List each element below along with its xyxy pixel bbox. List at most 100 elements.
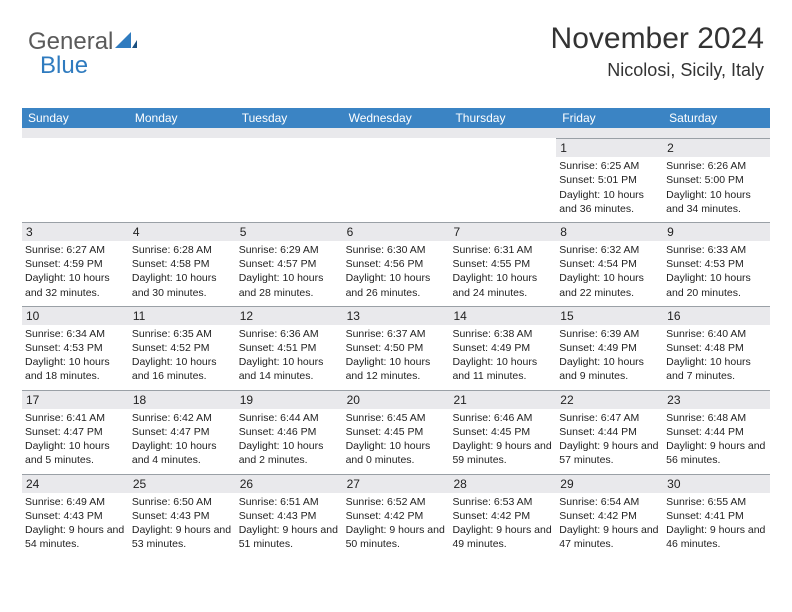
day-number: 5: [236, 223, 343, 241]
sunset-text: Sunset: 4:53 PM: [666, 257, 767, 271]
sunrise-text: Sunrise: 6:31 AM: [452, 243, 553, 257]
day-info: Sunrise: 6:48 AMSunset: 4:44 PMDaylight:…: [666, 411, 767, 468]
daylight-text: Daylight: 9 hours and 54 minutes.: [25, 523, 126, 551]
day-cell: 9Sunrise: 6:33 AMSunset: 4:53 PMDaylight…: [663, 222, 770, 306]
sunset-text: Sunset: 5:00 PM: [666, 173, 767, 187]
day-number: 10: [22, 307, 129, 325]
sunset-text: Sunset: 4:48 PM: [666, 341, 767, 355]
sunset-text: Sunset: 4:49 PM: [452, 341, 553, 355]
day-cell: 6Sunrise: 6:30 AMSunset: 4:56 PMDaylight…: [343, 222, 450, 306]
day-info: Sunrise: 6:39 AMSunset: 4:49 PMDaylight:…: [559, 327, 660, 384]
day-info: Sunrise: 6:53 AMSunset: 4:42 PMDaylight:…: [452, 495, 553, 552]
sunrise-text: Sunrise: 6:40 AM: [666, 327, 767, 341]
title-area: November 2024 Nicolosi, Sicily, Italy: [551, 22, 764, 81]
daylight-text: Daylight: 9 hours and 46 minutes.: [666, 523, 767, 551]
day-cell: 1Sunrise: 6:25 AMSunset: 5:01 PMDaylight…: [556, 138, 663, 222]
daylight-text: Daylight: 9 hours and 51 minutes.: [239, 523, 340, 551]
daylight-text: Daylight: 10 hours and 36 minutes.: [559, 188, 660, 216]
day-number: 29: [556, 475, 663, 493]
sunrise-text: Sunrise: 6:35 AM: [132, 327, 233, 341]
sunset-text: Sunset: 4:47 PM: [132, 425, 233, 439]
day-info: Sunrise: 6:40 AMSunset: 4:48 PMDaylight:…: [666, 327, 767, 384]
weekday-header-row: Sunday Monday Tuesday Wednesday Thursday…: [22, 108, 770, 128]
day-number: 7: [449, 223, 556, 241]
weekday-header: Tuesday: [236, 108, 343, 128]
daylight-text: Daylight: 10 hours and 16 minutes.: [132, 355, 233, 383]
day-cell: 26Sunrise: 6:51 AMSunset: 4:43 PMDayligh…: [236, 474, 343, 558]
sunrise-text: Sunrise: 6:42 AM: [132, 411, 233, 425]
day-info: Sunrise: 6:38 AMSunset: 4:49 PMDaylight:…: [452, 327, 553, 384]
daylight-text: Daylight: 10 hours and 0 minutes.: [346, 439, 447, 467]
day-cell: 30Sunrise: 6:55 AMSunset: 4:41 PMDayligh…: [663, 474, 770, 558]
sunset-text: Sunset: 4:49 PM: [559, 341, 660, 355]
day-cell: [22, 138, 129, 222]
day-info: Sunrise: 6:25 AMSunset: 5:01 PMDaylight:…: [559, 159, 660, 216]
daylight-text: Daylight: 10 hours and 9 minutes.: [559, 355, 660, 383]
daylight-text: Daylight: 10 hours and 32 minutes.: [25, 271, 126, 299]
day-info: Sunrise: 6:28 AMSunset: 4:58 PMDaylight:…: [132, 243, 233, 300]
sunrise-text: Sunrise: 6:45 AM: [346, 411, 447, 425]
sunset-text: Sunset: 4:44 PM: [559, 425, 660, 439]
sunrise-text: Sunrise: 6:26 AM: [666, 159, 767, 173]
header-spacer: [22, 128, 770, 138]
sunset-text: Sunset: 4:42 PM: [346, 509, 447, 523]
day-info: Sunrise: 6:51 AMSunset: 4:43 PMDaylight:…: [239, 495, 340, 552]
weekday-header: Wednesday: [343, 108, 450, 128]
day-info: Sunrise: 6:30 AMSunset: 4:56 PMDaylight:…: [346, 243, 447, 300]
sunrise-text: Sunrise: 6:54 AM: [559, 495, 660, 509]
sunset-text: Sunset: 4:51 PM: [239, 341, 340, 355]
sunrise-text: Sunrise: 6:53 AM: [452, 495, 553, 509]
daylight-text: Daylight: 10 hours and 2 minutes.: [239, 439, 340, 467]
daylight-text: Daylight: 10 hours and 28 minutes.: [239, 271, 340, 299]
sunrise-text: Sunrise: 6:25 AM: [559, 159, 660, 173]
day-info: Sunrise: 6:55 AMSunset: 4:41 PMDaylight:…: [666, 495, 767, 552]
sunrise-text: Sunrise: 6:50 AM: [132, 495, 233, 509]
weekday-header: Monday: [129, 108, 236, 128]
sunset-text: Sunset: 4:52 PM: [132, 341, 233, 355]
sunrise-text: Sunrise: 6:28 AM: [132, 243, 233, 257]
sunset-text: Sunset: 4:59 PM: [25, 257, 126, 271]
weekday-header: Sunday: [22, 108, 129, 128]
day-number: 13: [343, 307, 450, 325]
day-cell: 27Sunrise: 6:52 AMSunset: 4:42 PMDayligh…: [343, 474, 450, 558]
day-number: 16: [663, 307, 770, 325]
day-number: 8: [556, 223, 663, 241]
sunrise-text: Sunrise: 6:46 AM: [452, 411, 553, 425]
sunrise-text: Sunrise: 6:44 AM: [239, 411, 340, 425]
daylight-text: Daylight: 10 hours and 22 minutes.: [559, 271, 660, 299]
day-cell: 4Sunrise: 6:28 AMSunset: 4:58 PMDaylight…: [129, 222, 236, 306]
day-info: Sunrise: 6:29 AMSunset: 4:57 PMDaylight:…: [239, 243, 340, 300]
day-cell: 5 Sunrise: 6:29 AMSunset: 4:57 PMDaylight…: [236, 222, 343, 306]
sunset-text: Sunset: 4:44 PM: [666, 425, 767, 439]
day-cell: 7Sunrise: 6:31 AMSunset: 4:55 PMDaylight…: [449, 222, 556, 306]
sunrise-text: Sunrise: 6:47 AM: [559, 411, 660, 425]
day-cell: 20 Sunrise: 6:45 AMSunset: 4:45 PMDayligh…: [343, 390, 450, 474]
sunset-text: Sunset: 4:43 PM: [239, 509, 340, 523]
sunset-text: Sunset: 4:43 PM: [132, 509, 233, 523]
daylight-text: Daylight: 10 hours and 12 minutes.: [346, 355, 447, 383]
daylight-text: Daylight: 10 hours and 11 minutes.: [452, 355, 553, 383]
day-number: 17: [22, 391, 129, 409]
sunset-text: Sunset: 4:45 PM: [452, 425, 553, 439]
day-info: Sunrise: 6:52 AMSunset: 4:42 PMDaylight:…: [346, 495, 447, 552]
day-info: Sunrise: 6:33 AMSunset: 4:53 PMDaylight:…: [666, 243, 767, 300]
sunrise-text: Sunrise: 6:39 AM: [559, 327, 660, 341]
weekday-header: Friday: [556, 108, 663, 128]
day-info: Sunrise: 6:45 AMSunset: 4:45 PMDaylight:…: [346, 411, 447, 468]
sunset-text: Sunset: 4:57 PM: [239, 257, 340, 271]
day-info: Sunrise: 6:34 AMSunset: 4:53 PMDaylight:…: [25, 327, 126, 384]
sunset-text: Sunset: 4:56 PM: [346, 257, 447, 271]
day-cell: 23Sunrise: 6:48 AMSunset: 4:44 PMDayligh…: [663, 390, 770, 474]
sunset-text: Sunset: 4:55 PM: [452, 257, 553, 271]
week-row: 3Sunrise: 6:27 AMSunset: 4:59 PMDaylight…: [22, 222, 770, 306]
day-cell: 14Sunrise: 6:38 AMSunset: 4:49 PMDayligh…: [449, 306, 556, 390]
daylight-text: Daylight: 10 hours and 20 minutes.: [666, 271, 767, 299]
day-info: Sunrise: 6:46 AMSunset: 4:45 PMDaylight:…: [452, 411, 553, 468]
day-cell: 19Sunrise: 6:44 AMSunset: 4:46 PMDayligh…: [236, 390, 343, 474]
day-number: 20: [343, 391, 450, 409]
day-info: Sunrise: 6:37 AMSunset: 4:50 PMDaylight:…: [346, 327, 447, 384]
sunrise-text: Sunrise: 6:55 AM: [666, 495, 767, 509]
day-info: Sunrise: 6:42 AMSunset: 4:47 PMDaylight:…: [132, 411, 233, 468]
month-title: November 2024: [551, 22, 764, 56]
day-info: Sunrise: 6:27 AMSunset: 4:59 PMDaylight:…: [25, 243, 126, 300]
